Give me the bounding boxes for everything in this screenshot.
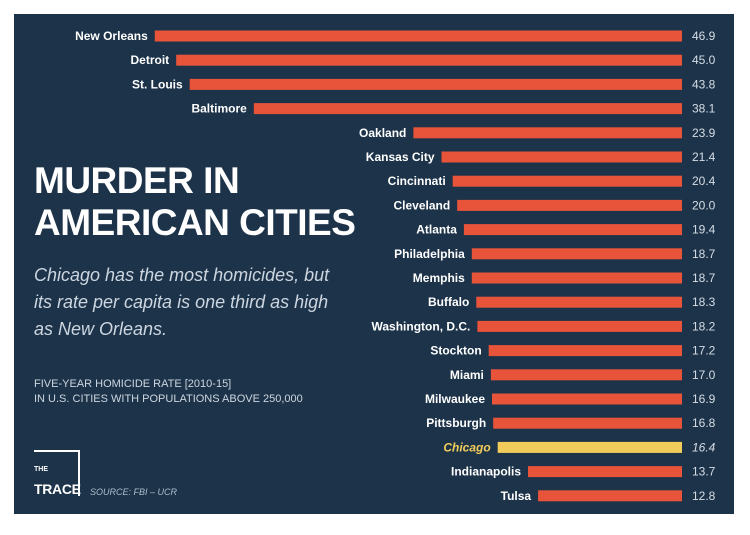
bar-cleveland [457,199,682,211]
value-label-milwaukee: 16.9 [692,392,716,406]
bar-chart: New Orleans 46.9 Detroit 45.0 St. Louis 43.8 B… [75,29,716,503]
bar-new-orleans [154,30,683,42]
bar-memphis [471,272,682,284]
category-label-chicago: Chicago [443,440,490,454]
bar-indianapolis [528,466,682,478]
chart-note: FIVE-YEAR HOMICIDE RATE [2010-15] IN U.S… [34,377,334,407]
category-label-washington-d-c: Washington, D.C. [372,319,471,333]
bar-philadelphia [471,248,682,260]
category-label-baltimore: Baltimore [191,102,247,116]
value-label-philadelphia: 18.7 [692,247,716,261]
value-label-chicago: 16.4 [692,440,716,454]
bar-detroit [176,54,682,66]
value-label-stockton: 17.2 [692,344,716,358]
bar-atlanta [463,224,682,236]
value-label-buffalo: 18.3 [692,295,716,309]
category-label-detroit: Detroit [131,53,170,67]
value-label-new-orleans: 46.9 [692,29,716,43]
note-line-1: FIVE-YEAR HOMICIDE RATE [2010-15] [34,378,232,390]
value-label-memphis: 18.7 [692,271,716,285]
bar-kansas-city [441,151,682,163]
value-label-atlanta: 19.4 [692,223,716,237]
category-label-tulsa: Tulsa [501,489,532,503]
bar-pittsburgh [493,417,682,429]
chart-subtitle: Chicago has the most homicides, but its … [34,265,330,339]
bar-tulsa [538,490,682,502]
source-note: SOURCE: FBI – UCR [90,487,178,497]
value-label-tulsa: 12.8 [692,489,716,503]
value-label-miami: 17.0 [692,368,716,382]
category-label-miami: Miami [450,368,484,382]
category-label-stockton: Stockton [430,344,481,358]
value-label-cincinnati: 20.4 [692,174,716,188]
category-label-buffalo: Buffalo [428,295,469,309]
title-line-1: MURDER IN [34,160,240,201]
category-label-memphis: Memphis [413,271,465,285]
value-label-detroit: 45.0 [692,53,716,67]
category-label-new-orleans: New Orleans [75,29,148,43]
category-label-cleveland: Cleveland [393,198,450,212]
value-label-indianapolis: 13.7 [692,465,716,479]
value-label-oakland: 23.9 [692,126,716,140]
note-line-2: IN U.S. CITIES WITH POPULATIONS ABOVE 25… [34,393,303,405]
category-label-kansas-city: Kansas City [366,150,435,164]
bar-st-louis [189,78,682,90]
category-label-oakland: Oakland [359,126,406,140]
bar-baltimore [253,103,683,115]
value-label-washington-d-c: 18.2 [692,319,716,333]
bar-washington-d-c [477,320,682,332]
category-label-atlanta: Atlanta [416,223,457,237]
category-label-indianapolis: Indianapolis [451,465,521,479]
value-label-kansas-city: 21.4 [692,150,716,164]
bar-stockton [488,345,682,357]
category-label-milwaukee: Milwaukee [425,392,485,406]
logo-the: THE [34,466,48,473]
category-label-st-louis: St. Louis [132,77,183,91]
bar-oakland [413,127,682,139]
category-label-pittsburgh: Pittsburgh [426,416,486,430]
category-label-cincinnati: Cincinnati [388,174,446,188]
chart-title: MURDER IN AMERICAN CITIES [34,160,356,244]
value-label-pittsburgh: 16.8 [692,416,716,430]
bar-chicago [497,441,682,453]
bar-cincinnati [452,175,682,187]
infographic-panel: New Orleans 46.9 Detroit 45.0 St. Louis 43.8 B… [14,14,734,514]
logo-trace: TRACE [34,481,81,497]
value-label-st-louis: 43.8 [692,77,716,91]
value-label-baltimore: 38.1 [692,102,716,116]
bar-buffalo [476,296,682,308]
bar-miami [490,369,682,381]
the-trace-logo: THE TRACE [34,450,81,497]
category-label-philadelphia: Philadelphia [394,247,465,261]
value-label-cleveland: 20.0 [692,198,716,212]
bar-milwaukee [492,393,682,405]
title-line-2: AMERICAN CITIES [34,202,356,243]
